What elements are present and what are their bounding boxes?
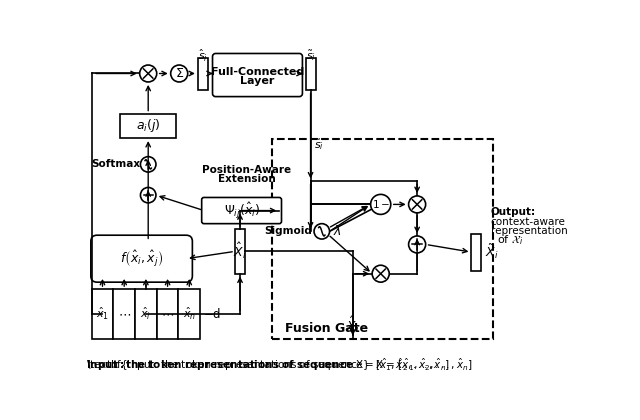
Text: of $\mathcal{X}_i$: of $\mathcal{X}_i$	[497, 234, 523, 247]
Text: context-aware: context-aware	[491, 217, 566, 227]
Text: $\cdots$: $\cdots$	[161, 307, 174, 320]
Circle shape	[171, 65, 188, 82]
Text: $\bf{Input: the\ token\ representations\ of\ sequence}$$\  \mathrm{X} = [\hat{x}: $\bf{Input: the\ token\ representations\…	[86, 357, 451, 373]
Text: $\hat{X}_i$: $\hat{X}_i$	[233, 241, 247, 262]
Text: representation: representation	[491, 226, 568, 236]
Text: $\tilde{s}_i$: $\tilde{s}_i$	[305, 48, 316, 63]
Text: $\hat{s}_i$: $\hat{s}_i$	[198, 48, 208, 64]
FancyBboxPatch shape	[91, 235, 193, 282]
Circle shape	[314, 223, 330, 239]
Text: $\lambda$: $\lambda$	[333, 224, 341, 238]
FancyBboxPatch shape	[120, 113, 176, 138]
FancyBboxPatch shape	[92, 289, 113, 339]
Text: $\tilde{s}_i$: $\tilde{s}_i$	[314, 137, 324, 152]
Text: \textbf{Input: the token representations of sequence}  $\mathrm{X}$ = $[\hat{x}_: \textbf{Input: the token representations…	[86, 357, 473, 373]
FancyBboxPatch shape	[202, 197, 282, 223]
FancyBboxPatch shape	[212, 53, 303, 97]
Text: $1-$: $1-$	[372, 198, 390, 210]
Text: $\hat{X}_i$: $\hat{X}_i$	[346, 315, 360, 335]
Circle shape	[140, 187, 156, 203]
Text: $\hat{x}_n$: $\hat{x}_n$	[182, 306, 196, 322]
Text: Sigmoid: Sigmoid	[264, 226, 312, 236]
Text: Extension: Extension	[218, 174, 275, 184]
Circle shape	[408, 196, 426, 213]
Text: $a_i(j)$: $a_i(j)$	[136, 117, 161, 134]
Text: $-$d: $-$d	[204, 307, 221, 321]
Text: $f\left(\hat{x}_i, \hat{x}_j\right)$: $f\left(\hat{x}_i, \hat{x}_j\right)$	[120, 249, 163, 269]
Text: $\hat{x}_i$: $\hat{x}_i$	[140, 306, 152, 322]
FancyBboxPatch shape	[305, 58, 316, 90]
FancyBboxPatch shape	[472, 234, 481, 270]
FancyBboxPatch shape	[157, 289, 179, 339]
Text: Output:: Output:	[491, 207, 536, 217]
FancyBboxPatch shape	[179, 289, 200, 339]
Text: $\Psi_{ij}(\hat{x}_i)$: $\Psi_{ij}(\hat{x}_i)$	[223, 200, 260, 221]
Circle shape	[371, 194, 391, 214]
Circle shape	[372, 265, 389, 282]
Text: Position-Aware: Position-Aware	[202, 165, 291, 175]
Text: $\tilde{X}_i$: $\tilde{X}_i$	[484, 243, 498, 261]
Text: Fusion Gate: Fusion Gate	[285, 322, 368, 335]
FancyBboxPatch shape	[198, 58, 208, 90]
Text: Layer: Layer	[240, 76, 275, 86]
Circle shape	[140, 65, 157, 82]
Text: $\Sigma$: $\Sigma$	[175, 67, 184, 80]
Circle shape	[140, 157, 156, 172]
Text: $\cdots$: $\cdots$	[118, 307, 131, 320]
FancyBboxPatch shape	[135, 289, 157, 339]
Circle shape	[408, 236, 426, 253]
Text: Softmax: Softmax	[92, 159, 140, 169]
FancyBboxPatch shape	[235, 229, 245, 274]
Text: $\hat{x}_1$: $\hat{x}_1$	[96, 306, 109, 322]
FancyBboxPatch shape	[113, 289, 135, 339]
Text: Full-Connected: Full-Connected	[211, 67, 304, 77]
